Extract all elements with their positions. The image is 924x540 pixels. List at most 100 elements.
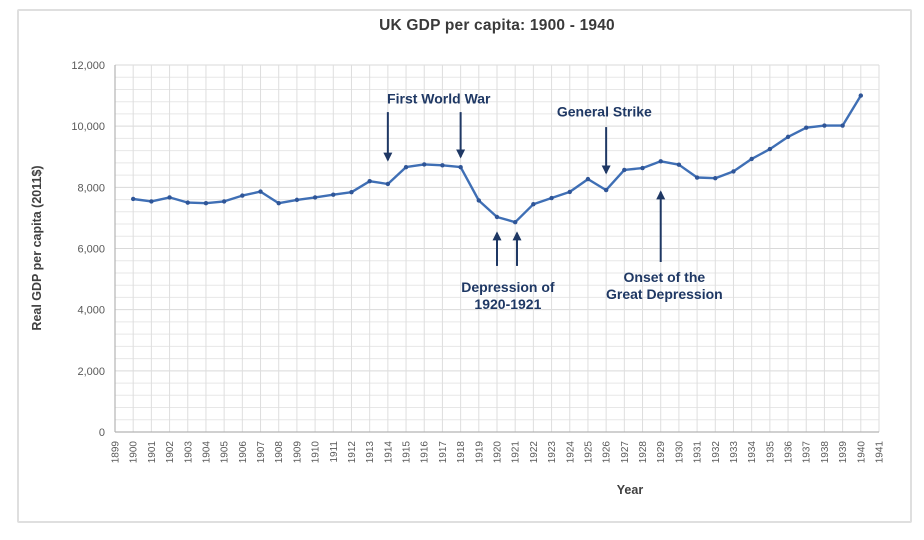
x-tick-label: 1906	[238, 441, 249, 464]
x-tick-label: 1917	[438, 441, 449, 464]
annotation-depression-of-1920-1921: Depression of 1920-1921	[461, 279, 554, 313]
x-tick-label: 1909	[292, 441, 303, 464]
x-tick-label: 1904	[201, 441, 212, 464]
x-tick-label: 1908	[274, 441, 285, 464]
x-tick-label: 1902	[165, 441, 176, 464]
data-point-marker	[585, 176, 591, 182]
y-tick-label: 8,000	[77, 182, 105, 194]
x-tick-label: 1925	[583, 441, 594, 464]
data-point-marker	[458, 164, 463, 170]
data-point-marker	[167, 195, 172, 200]
data-point-marker	[804, 125, 809, 130]
annotation-onset-of-the-great-depression: Onset of the Great Depression	[606, 269, 723, 303]
data-point-marker	[294, 197, 300, 203]
data-point-marker	[367, 179, 372, 184]
y-tick-label: 2,000	[77, 366, 105, 378]
x-tick-label: 1932	[711, 441, 722, 464]
data-point-marker	[203, 201, 209, 206]
x-tick-label: 1926	[602, 441, 613, 464]
data-point-marker	[403, 164, 409, 170]
y-tick-label: 12,000	[71, 60, 105, 72]
data-point-marker	[349, 190, 354, 195]
x-tick-label: 1914	[383, 441, 394, 464]
data-point-marker	[494, 214, 500, 220]
data-point-marker	[149, 199, 154, 204]
x-tick-label: 1916	[420, 441, 431, 464]
data-point-marker	[858, 93, 864, 98]
x-tick-label: 1920	[493, 441, 504, 464]
x-tick-label: 1915	[402, 441, 413, 464]
annotation-text-line: Great Depression	[605, 286, 723, 303]
annotation-text-line: Onset of the	[623, 269, 706, 286]
y-tick-label: 6,000	[77, 244, 105, 256]
data-point-marker	[240, 193, 245, 198]
x-tick-label: 1905	[220, 441, 231, 464]
x-tick-label: 1900	[129, 441, 140, 464]
data-point-marker	[130, 196, 136, 202]
x-tick-label: 1929	[656, 441, 667, 464]
data-point-marker	[785, 134, 791, 140]
chart-title: UK GDP per capita: 1900 - 1940	[379, 17, 615, 34]
data-point-marker	[476, 198, 482, 203]
data-point-marker	[694, 175, 700, 180]
x-tick-label: 1930	[674, 441, 685, 464]
x-tick-label: 1936	[784, 441, 795, 464]
y-tick-label: 10,000	[71, 121, 105, 133]
chart-frame	[17, 9, 912, 523]
x-tick-label: 1934	[747, 441, 758, 464]
annotation-text-line: Depression of	[461, 278, 555, 295]
annotation-text-line: 1920-1921	[474, 295, 542, 312]
x-tick-label: 1927	[620, 441, 631, 464]
data-point-marker	[385, 181, 391, 187]
data-point-marker	[567, 189, 572, 195]
data-point-marker	[440, 163, 445, 168]
x-tick-label: 1921	[511, 441, 522, 464]
data-point-marker	[640, 165, 645, 171]
annotation-general-strike: General Strike	[557, 104, 652, 121]
x-tick-label: 1933	[729, 441, 740, 464]
data-point-marker	[221, 199, 227, 204]
data-point-marker	[258, 189, 263, 194]
data-point-marker	[822, 123, 827, 128]
x-tick-label: 1941	[875, 441, 886, 464]
x-tick-label: 1912	[347, 441, 358, 464]
data-point-marker	[185, 200, 190, 205]
annotation-first-world-war: First World War	[387, 90, 490, 107]
y-tick-label: 4,000	[77, 305, 105, 317]
x-tick-label: 1922	[529, 441, 540, 464]
y-tick-label: 0	[99, 427, 105, 439]
data-point-marker	[622, 167, 627, 173]
x-tick-label: 1910	[311, 441, 322, 464]
x-tick-label: 1938	[820, 441, 831, 464]
data-point-marker	[512, 219, 518, 225]
data-point-marker	[767, 146, 773, 152]
data-point-marker	[276, 201, 281, 206]
data-point-marker	[549, 195, 554, 201]
annotation-text-line: First World War	[387, 90, 491, 107]
x-tick-label: 1919	[474, 441, 485, 464]
x-tick-label: 1901	[147, 441, 158, 464]
x-tick-label: 1918	[456, 441, 467, 464]
data-point-marker	[731, 169, 736, 174]
data-point-marker	[422, 162, 427, 167]
data-point-marker	[840, 123, 845, 128]
x-tick-label: 1931	[693, 441, 704, 464]
x-tick-label: 1939	[838, 441, 849, 464]
data-point-marker	[713, 175, 718, 181]
annotation-text-line: General Strike	[556, 103, 652, 120]
data-point-marker	[749, 156, 754, 162]
y-axis-title: Real GDP per capita (2011$)	[30, 165, 44, 331]
x-tick-label: 1928	[638, 441, 649, 464]
x-tick-label: 1940	[856, 441, 867, 464]
data-point-marker	[658, 159, 663, 164]
x-tick-label: 1911	[329, 441, 340, 463]
data-point-marker	[603, 187, 609, 193]
x-axis-title: Year	[616, 483, 644, 497]
x-tick-label: 1924	[565, 441, 576, 464]
x-tick-label: 1923	[547, 441, 558, 464]
x-tick-label: 1899	[111, 441, 122, 464]
data-point-marker	[676, 162, 682, 167]
data-point-marker	[312, 195, 318, 200]
